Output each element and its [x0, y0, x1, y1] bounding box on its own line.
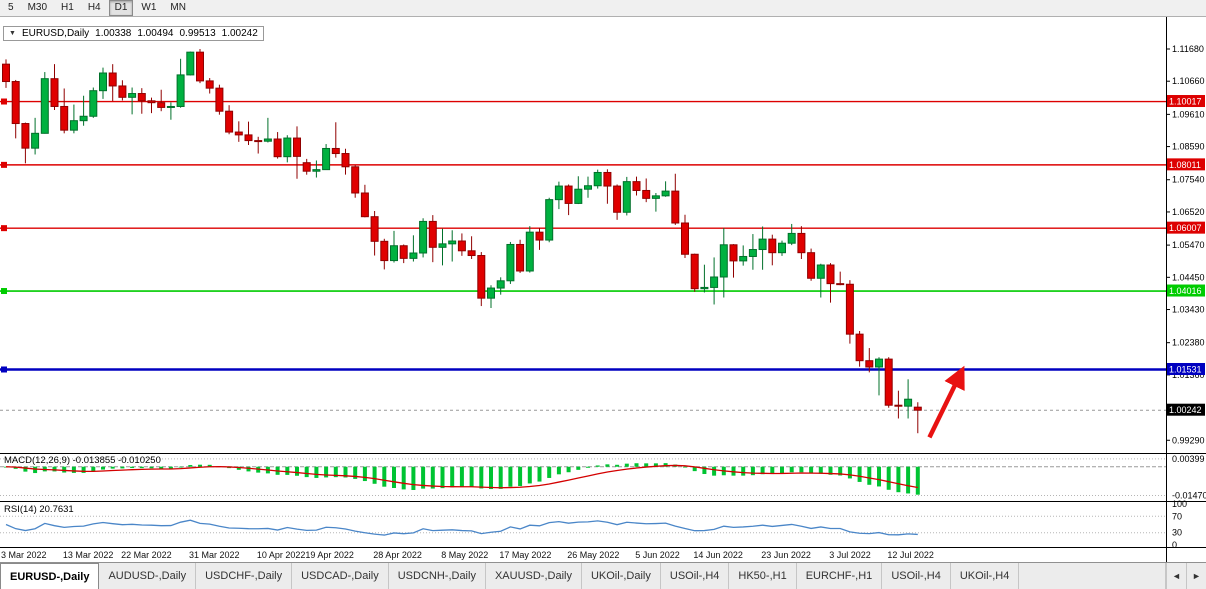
chart-ohlc-header: ▼ EURUSD,Daily 1.00338 1.00494 0.99513 1… [3, 26, 264, 41]
timeframe-button-h1[interactable]: H1 [61, 2, 74, 13]
chart-tab-usdcad-daily[interactable]: USDCAD-,Daily [292, 563, 389, 589]
price-level-badge-text: 1.06007 [1169, 223, 1202, 233]
chart-tab-audusd-daily[interactable]: AUDUSD-,Daily [99, 563, 197, 589]
level-line-anchor[interactable] [1, 161, 7, 168]
chart-tab-eurusd-daily[interactable]: EURUSD-,Daily [0, 563, 100, 589]
price-level-badge-text: 1.00242 [1169, 405, 1202, 415]
timeframe-toolbar: 5 M30 H1 H4 D1 W1 MN [0, 0, 1206, 17]
price-level-badge [1167, 403, 1205, 416]
price-level-badge-text: 1.08011 [1169, 160, 1201, 170]
chart-tab-hk50-h1[interactable]: HK50-,H1 [729, 563, 797, 589]
chart-tab-ukoil-daily[interactable]: UKOil-,Daily [581, 563, 661, 589]
timeframe-button-m30[interactable]: M30 [27, 2, 48, 13]
timeframe-button-h4[interactable]: H4 [87, 2, 101, 13]
macd-axis-tick: 0.00399 [1172, 454, 1205, 464]
rsi-axis-tick: 100 [1172, 499, 1187, 509]
price-axis-tick: 1.04450 [1172, 272, 1205, 282]
chart-tab-xauusd-daily[interactable]: XAUUSD-,Daily [485, 563, 582, 589]
ohlc-low-value: 0.99513 [179, 28, 216, 39]
collapse-chart-icon[interactable]: ▼ [9, 30, 16, 37]
price-axis-tick: 1.08590 [1172, 142, 1205, 152]
ohlc-open-value: 1.00338 [95, 28, 132, 39]
chart-tab-usoil-h4[interactable]: USOil-,H4 [882, 563, 951, 589]
price-level-badge-text: 1.01531 [1169, 364, 1202, 374]
price-axis-tick: 1.06520 [1172, 207, 1205, 217]
timeframe-button-mn[interactable]: MN [170, 2, 186, 13]
date-axis-tick: 8 May 2022 [441, 550, 488, 560]
macd-axis-tick: -0.01470 [1172, 491, 1206, 501]
price-axis-tick: 1.05470 [1172, 240, 1205, 250]
chart-tabs-bar: EURUSD-,Daily AUDUSD-,Daily USDCHF-,Daily U… [0, 562, 1206, 589]
level-line-anchor[interactable] [1, 288, 7, 295]
tab-scroll-left-icon[interactable]: ◄ [1166, 563, 1186, 589]
price-level-badge [1167, 362, 1205, 375]
rsi-line [5, 519, 918, 536]
level-line-anchor[interactable] [1, 366, 7, 373]
ohlc-high-value: 1.00494 [137, 28, 174, 39]
price-axis-tick: 1.09610 [1172, 109, 1205, 119]
date-axis-tick: 12 Jul 2022 [887, 550, 934, 560]
tab-scroll-right-icon[interactable]: ► [1186, 563, 1206, 589]
tab-scroll-nav: ◄ ► [1165, 563, 1206, 589]
price-axis-tick: 1.02380 [1172, 338, 1205, 348]
date-axis-tick: 3 Jul 2022 [829, 550, 871, 560]
price-level-badge [1167, 284, 1205, 297]
date-axis-tick: 22 Mar 2022 [121, 550, 172, 560]
candlestick-series [2, 49, 922, 434]
chart-tab-usoil-h4[interactable]: USOil-,H4 [660, 563, 730, 589]
macd-indicator-label: MACD(12,26,9) -0.013855 -0.010250 [4, 455, 161, 466]
date-axis-tick: 28 Apr 2022 [373, 550, 422, 560]
timeframe-button-w1[interactable]: W1 [141, 2, 157, 13]
price-axis-tick: 1.03430 [1172, 305, 1205, 315]
rsi-axis-tick: 30 [1172, 528, 1182, 538]
price-level-badge [1167, 221, 1205, 234]
chart-symbol-label: EURUSD,Daily [21, 28, 90, 39]
timeframe-button-d1[interactable]: D1 [108, 0, 134, 16]
macd-histogram [4, 463, 920, 495]
price-chart-svg[interactable]: 1.11680 1.10660 1.09610 1.08590 1.07540 1.065… [0, 17, 1206, 562]
date-axis-tick: 14 Jun 2022 [693, 550, 743, 560]
ohlc-close-value: 1.00242 [221, 28, 258, 39]
date-axis-tick: 26 May 2022 [567, 550, 619, 560]
macd-signal-line [5, 464, 918, 489]
date-axis-tick: 31 Mar 2022 [189, 550, 240, 560]
chart-area[interactable]: 1.11680 1.10660 1.09610 1.08590 1.07540 1.065… [0, 17, 1206, 562]
price-axis-tick: 0.99290 [1172, 435, 1205, 445]
rsi-axis-tick: 70 [1172, 511, 1182, 521]
date-axis-tick: 17 May 2022 [499, 550, 551, 560]
date-axis-tick: 23 Jun 2022 [761, 550, 811, 560]
date-axis-tick: 19 Apr 2022 [305, 550, 354, 560]
chart-tab-eurchf-h1[interactable]: EURCHF-,H1 [796, 563, 883, 589]
chart-tab-usdchf-daily[interactable]: USDCHF-,Daily [196, 563, 293, 589]
date-axis-tick: 3 Mar 2022 [1, 550, 47, 560]
trend-arrow-annotation[interactable] [927, 365, 965, 439]
date-axis-tick: 13 Mar 2022 [63, 550, 114, 560]
timeframe-button-5[interactable]: 5 [8, 2, 14, 13]
price-level-badge-text: 1.10017 [1169, 97, 1202, 107]
price-level-badge [1167, 158, 1205, 171]
date-axis-tick: 10 Apr 2022 [257, 550, 306, 560]
rsi-indicator-label: RSI(14) 20.7631 [4, 504, 74, 515]
level-line-anchor[interactable] [1, 98, 7, 105]
date-axis-tick: 5 Jun 2022 [635, 550, 680, 560]
price-axis-tick: 1.11680 [1172, 44, 1204, 54]
chart-tab-ukoil-h4[interactable]: UKOil-,H4 [950, 563, 1020, 589]
price-axis-tick: 1.07540 [1172, 175, 1205, 185]
level-line-anchor[interactable] [1, 225, 7, 232]
chart-tab-usdcnh-daily[interactable]: USDCNH-,Daily [388, 563, 486, 589]
price-axis-tick: 1.10660 [1172, 76, 1205, 86]
price-level-badge [1167, 95, 1205, 108]
price-level-badge-text: 1.04016 [1169, 286, 1202, 296]
rsi-axis-tick: 0 [1172, 540, 1177, 550]
